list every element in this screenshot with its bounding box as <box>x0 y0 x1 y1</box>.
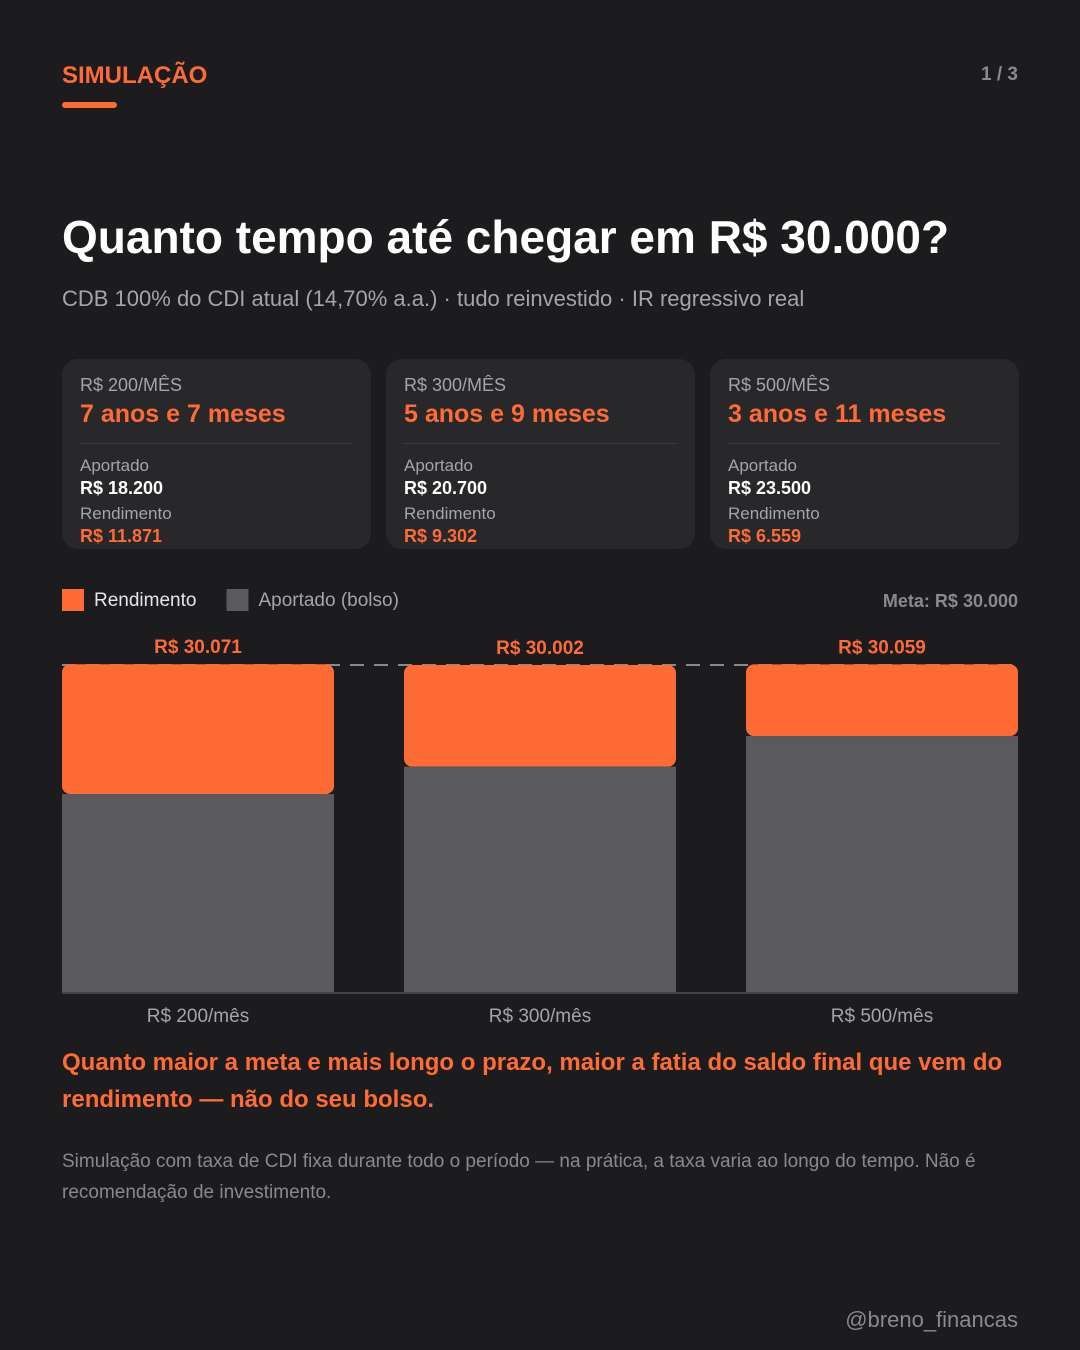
insight: Quanto maior a meta e mais longo o prazo… <box>62 1049 1003 1113</box>
total-label: R$ 30.059 <box>838 637 926 658</box>
card-label: Rendimento <box>728 504 820 523</box>
bar-segment <box>746 664 1018 737</box>
x-tick-label: R$ 300/mês <box>489 1006 591 1027</box>
card-value: R$ 18.200 <box>80 478 164 498</box>
card-monthly: R$ 200/MÊS <box>80 375 183 395</box>
card-monthly: R$ 500/MÊS <box>728 375 831 395</box>
kicker-bar <box>62 102 117 108</box>
card: R$ 300/MÊS 5 anos e 9 meses Aportado R$ 20.… <box>386 359 695 549</box>
x-tick-label: R$ 500/mês <box>831 1006 933 1027</box>
subtitle: CDB 100% do CDI atual (14,70% a.a.) · tu… <box>62 286 805 311</box>
card-value: R$ 9.302 <box>404 526 478 546</box>
page-indicator: 1 / 3 <box>981 64 1018 85</box>
card-value: R$ 6.559 <box>728 526 802 546</box>
card: R$ 200/MÊS 7 anos e 7 meses Aportado R$ 18.… <box>62 359 371 549</box>
card-value: R$ 20.700 <box>404 478 488 498</box>
legend-label: Aportado (bolso) <box>258 590 398 611</box>
total-label: R$ 30.002 <box>496 638 584 659</box>
card-label: Rendimento <box>404 504 496 523</box>
card-monthly: R$ 300/MÊS <box>404 375 507 395</box>
card-duration: 5 anos e 9 meses <box>404 400 677 444</box>
bar-segment <box>62 664 334 795</box>
handle: @breno_financas <box>845 1307 1018 1332</box>
bar-segment <box>404 664 676 767</box>
card-value: R$ 23.500 <box>728 478 812 498</box>
legend-label: Rendimento <box>94 590 196 611</box>
total-label: R$ 30.071 <box>154 637 242 658</box>
x-tick-label: R$ 200/mês <box>147 1006 249 1027</box>
card: R$ 500/MÊS 3 anos e 11 meses Aportado R$ 23… <box>710 359 1019 549</box>
card-duration: 3 anos e 11 meses <box>728 400 1001 444</box>
card-label: Aportado <box>404 456 473 475</box>
legend-swatch <box>62 589 84 611</box>
bar-segment <box>404 766 676 993</box>
card-duration: 7 anos e 7 meses <box>80 400 353 444</box>
kicker: SIMULAÇÃO <box>62 62 208 89</box>
disclaimer: Simulação com taxa de CDI fixa durante t… <box>62 1151 976 1203</box>
target-label: Meta: R$ 30.000 <box>883 591 1018 611</box>
bar-segment <box>746 736 1018 993</box>
legend-swatch <box>226 589 249 611</box>
bar-segment <box>62 794 334 993</box>
card-label: Aportado <box>80 456 149 475</box>
card-label: Rendimento <box>80 504 172 523</box>
card-label: Aportado <box>728 456 797 475</box>
chart: Rendimento Aportado (bolso) Meta: R$ 30.00… <box>62 589 1018 1027</box>
title: Quanto tempo até chegar em R$ 30.000? <box>62 211 950 263</box>
card-value: R$ 11.871 <box>80 526 163 546</box>
